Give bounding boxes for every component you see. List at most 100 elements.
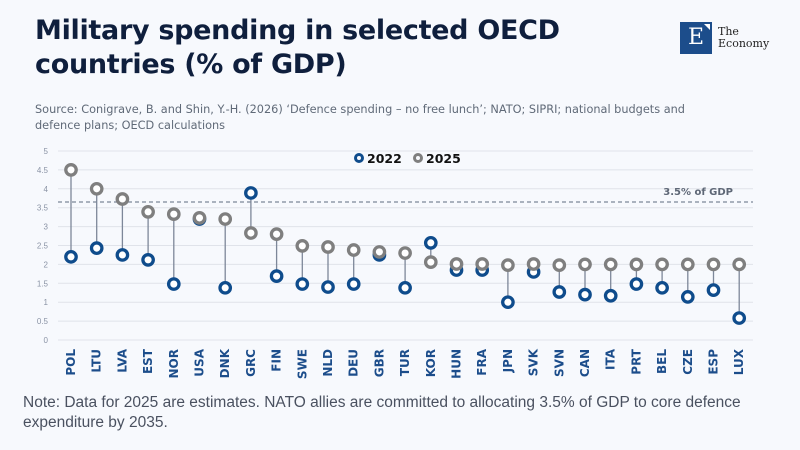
x-tick-label: TUR [398, 349, 412, 376]
country-cze [680, 257, 695, 304]
logo-line-1: The [718, 25, 739, 38]
country-fin [269, 227, 284, 283]
point-2022 [295, 277, 310, 291]
point-2025 [346, 243, 361, 257]
point-2025 [680, 257, 695, 272]
y-tick-label: 1 [44, 298, 49, 307]
x-tick-label: LTU [90, 349, 104, 373]
x-tick-label: EST [141, 348, 155, 374]
point-2022 [244, 186, 258, 200]
chart-title: Military spending in selected OECD count… [35, 15, 560, 80]
x-tick-label: FIN [270, 349, 284, 372]
x-tick-label: NOR [167, 349, 181, 378]
point-2025 [192, 211, 207, 225]
x-tick-label: NLD [321, 349, 335, 377]
y-tick-label: 2 [44, 260, 49, 269]
point-2025 [423, 255, 438, 269]
point-2025 [449, 257, 464, 271]
point-2022 [552, 285, 567, 299]
logo-e-icon: E [680, 22, 712, 54]
x-tick-label: GRC [244, 349, 258, 377]
x-tick-label: USA [193, 348, 207, 376]
x-tick-label: HUN [450, 349, 464, 379]
point-2025 [89, 181, 104, 196]
x-tick-label: SVN [552, 349, 566, 377]
country-deu [346, 243, 361, 291]
point-2022 [629, 277, 644, 291]
point-2022 [732, 311, 747, 325]
point-2022 [346, 277, 361, 291]
country-swe [295, 239, 310, 291]
country-ita [603, 257, 618, 303]
point-2025 [475, 257, 490, 271]
country-esp [706, 257, 721, 297]
point-2025 [141, 205, 155, 219]
country-kor [423, 236, 438, 269]
country-lva [115, 192, 130, 262]
point-2025 [372, 245, 387, 259]
logo-line-2: Economy [718, 37, 770, 50]
point-2022 [501, 295, 515, 310]
point-2025 [501, 258, 515, 273]
y-tick-label: 3.5 [37, 204, 49, 213]
x-tick-label: GBR [372, 349, 386, 377]
reference-line-label: 3.5% of GDP [663, 187, 733, 198]
country-est [141, 205, 155, 267]
source-text: Source: Conigrave, B. and Shin, Y.-H. (2… [35, 103, 685, 132]
x-tick-label: CAN [578, 349, 592, 377]
country-dnk [218, 212, 233, 295]
country-prt [629, 257, 644, 291]
x-tick-label: DEU [347, 349, 361, 377]
country-usa [192, 211, 207, 226]
point-2022 [269, 269, 284, 283]
point-2022 [166, 277, 181, 291]
point-2022 [706, 283, 721, 297]
point-2025 [526, 257, 541, 271]
point-2025 [244, 226, 258, 240]
point-2025 [629, 257, 644, 272]
point-2022 [655, 280, 669, 295]
legend-marker-2025 [413, 153, 423, 163]
y-tick-label: 0 [44, 336, 49, 345]
publisher-logo: E The Economy [680, 22, 769, 54]
country-lux [732, 257, 747, 325]
y-tick-label: 3 [44, 223, 49, 232]
point-2022 [423, 236, 438, 250]
point-2025 [603, 257, 618, 272]
point-2025 [166, 207, 181, 221]
x-tick-label: POL [64, 349, 78, 376]
point-2022 [64, 249, 78, 264]
point-2022 [115, 248, 130, 262]
country-ltu [89, 181, 104, 255]
point-2025 [578, 257, 592, 272]
point-2025 [398, 246, 412, 260]
legend-label-2025: 2025 [426, 151, 461, 166]
country-svk [526, 257, 541, 279]
point-2025 [64, 163, 78, 177]
country-pol [64, 163, 78, 264]
point-2022 [141, 253, 155, 267]
country-nld [321, 240, 335, 294]
point-2025 [269, 227, 284, 242]
point-2025 [706, 257, 721, 272]
x-tick-label: DNK [218, 348, 232, 378]
country-nor [166, 207, 181, 291]
point-2025 [218, 212, 233, 226]
y-tick-label: 4.5 [37, 166, 49, 175]
x-tick-label: LVA [115, 348, 129, 372]
reference-line-group: 3.5% of GDP [58, 187, 753, 203]
point-2022 [89, 241, 104, 255]
country-tur [398, 246, 412, 295]
x-tick-label: KOR [424, 349, 438, 377]
point-2022 [680, 290, 695, 304]
logo-text: The Economy [718, 26, 769, 50]
point-2022 [398, 280, 412, 295]
gridlines [58, 150, 753, 341]
footnote: Note: Data for 2025 are estimates. NATO … [23, 394, 741, 431]
data-marks [64, 163, 747, 325]
legend-label-2022: 2022 [367, 151, 402, 166]
country-grc [244, 186, 258, 240]
point-2025 [732, 257, 747, 272]
country-fra [475, 257, 490, 277]
